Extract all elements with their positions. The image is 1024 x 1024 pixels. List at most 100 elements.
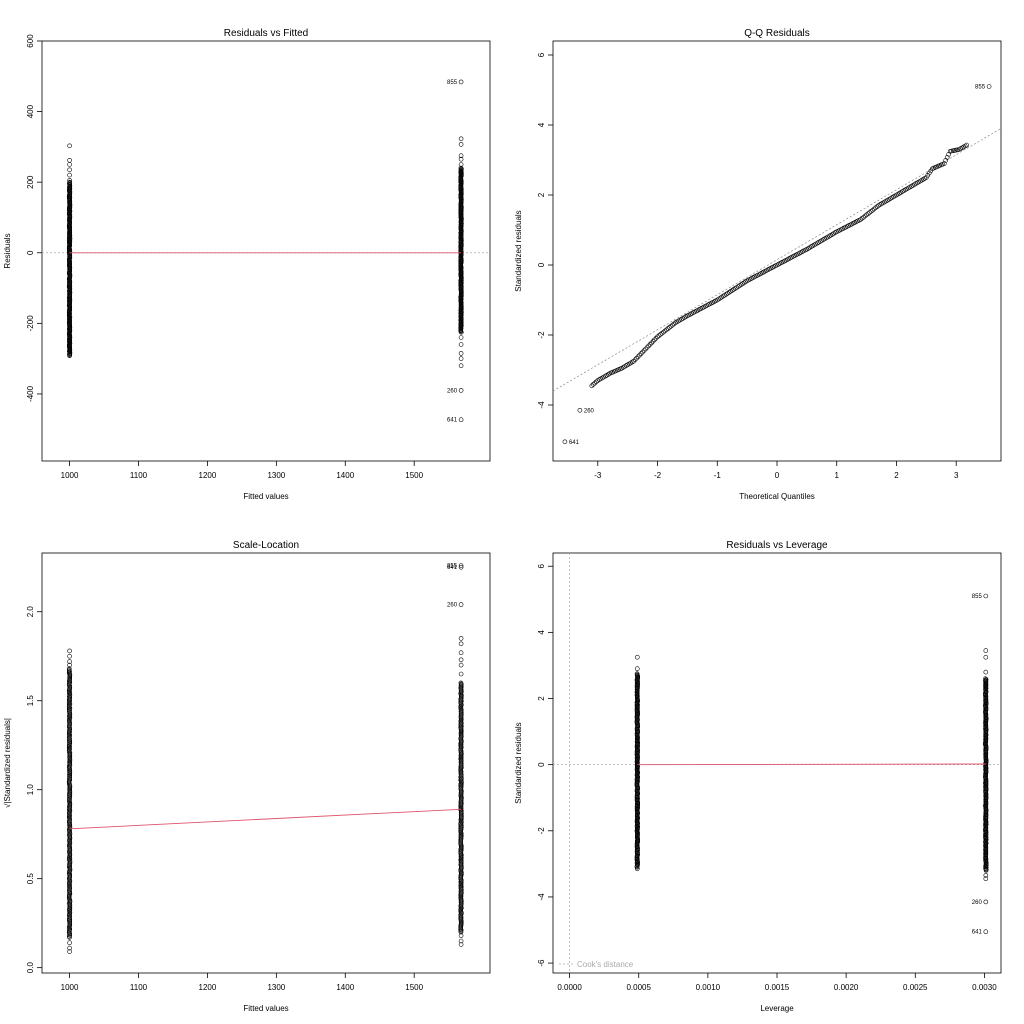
y-tick-label: 6	[537, 52, 546, 57]
y-axis-label: Residuals	[3, 233, 12, 268]
data-point	[983, 676, 988, 682]
y-tick-label: 600	[26, 34, 35, 48]
data-point	[640, 349, 645, 355]
x-tick-label: 3	[954, 471, 959, 480]
x-tick-label: 1500	[405, 983, 423, 992]
chart-title: Q-Q Residuals	[744, 28, 810, 39]
data-point	[67, 940, 72, 946]
data-point	[67, 178, 72, 183]
data-point	[458, 657, 464, 663]
outlier-label: 641	[447, 565, 458, 571]
data-point	[67, 158, 72, 163]
data-point	[577, 407, 583, 413]
x-tick-label: -2	[654, 471, 662, 480]
panel-3: Scale-Location Fitted values √|Standardize…	[3, 540, 491, 1013]
plot-frame	[41, 40, 491, 462]
data-point	[641, 348, 647, 353]
data-point	[665, 326, 671, 331]
data-point	[67, 662, 72, 668]
x-axis-label: Fitted values	[243, 492, 288, 501]
data-point	[458, 650, 464, 656]
data-point	[458, 564, 464, 570]
data-point	[865, 211, 871, 216]
data-point	[458, 636, 464, 641]
data-point	[458, 79, 464, 85]
outlier-label: 260	[447, 388, 458, 394]
data-point	[458, 563, 464, 568]
data-point	[592, 380, 598, 386]
data-point	[659, 330, 665, 336]
x-tick-label: 1200	[199, 983, 217, 992]
data-point	[864, 212, 869, 218]
data-point	[983, 654, 989, 660]
y-tick-label: -2	[537, 827, 546, 835]
data-point	[562, 439, 568, 445]
x-tick-label: 0	[775, 471, 780, 480]
data-point	[662, 328, 668, 334]
data-point	[661, 329, 666, 335]
outlier-label: 641	[447, 418, 458, 424]
data-point	[650, 338, 656, 344]
data-point	[67, 949, 72, 954]
data-point	[656, 333, 662, 338]
chart-title: Residuals vs Leverage	[726, 540, 828, 551]
x-tick-label: 1	[835, 471, 840, 480]
data-point	[458, 162, 464, 167]
data-point	[458, 165, 464, 171]
outlier-label: 260	[584, 408, 595, 414]
data-point	[67, 179, 73, 185]
data-point	[658, 332, 663, 337]
chart-title: Residuals vs Fitted	[224, 28, 308, 39]
x-axis-label: Fitted values	[243, 1004, 288, 1013]
data-point	[655, 334, 660, 340]
data-point	[458, 602, 464, 607]
data-point	[634, 355, 639, 361]
data-point	[667, 325, 672, 330]
x-tick-label: 1300	[267, 983, 285, 992]
x-tick-label: 0.0030	[972, 983, 997, 992]
data-point	[458, 142, 464, 147]
x-tick-label: 1100	[130, 983, 148, 992]
data-point	[458, 335, 464, 340]
data-point	[670, 322, 675, 328]
data-point	[668, 323, 674, 329]
data-point	[458, 942, 464, 947]
x-tick-label: -1	[714, 471, 722, 480]
y-tick-label: 6	[537, 563, 546, 568]
outlier-label: 641	[972, 930, 983, 936]
y-tick-label: -4	[537, 893, 546, 901]
x-tick-label: 1100	[130, 471, 148, 480]
y-axis-label: √|Standardized residuals|	[3, 718, 12, 808]
data-point	[634, 666, 640, 672]
data-point	[458, 356, 464, 361]
data-point	[861, 214, 866, 220]
smooth-line	[637, 763, 986, 766]
data-points	[66, 563, 464, 954]
y-tick-label: 400	[26, 104, 35, 118]
data-point	[983, 876, 989, 882]
data-point	[664, 327, 669, 333]
x-tick-label: 1400	[336, 983, 354, 992]
data-point	[983, 677, 989, 682]
data-point	[67, 143, 72, 149]
data-point	[634, 671, 640, 677]
y-tick-label: 0	[537, 262, 546, 267]
data-point	[873, 205, 878, 211]
data-point	[458, 680, 464, 686]
data-point	[458, 363, 464, 369]
x-tick-label: 0.0000	[557, 983, 582, 992]
x-axis-label: Leverage	[760, 1004, 794, 1013]
data-point	[983, 929, 989, 935]
data-point	[862, 213, 868, 219]
plot-frame	[552, 40, 1002, 462]
data-point	[868, 209, 874, 214]
y-tick-label: 4	[537, 122, 546, 127]
x-tick-label: 1500	[405, 471, 423, 480]
data-point	[67, 653, 72, 659]
x-tick-label: 0.0005	[626, 983, 651, 992]
data-point	[67, 659, 72, 664]
data-point	[638, 351, 644, 356]
data-point	[983, 648, 989, 653]
data-point	[652, 337, 657, 343]
